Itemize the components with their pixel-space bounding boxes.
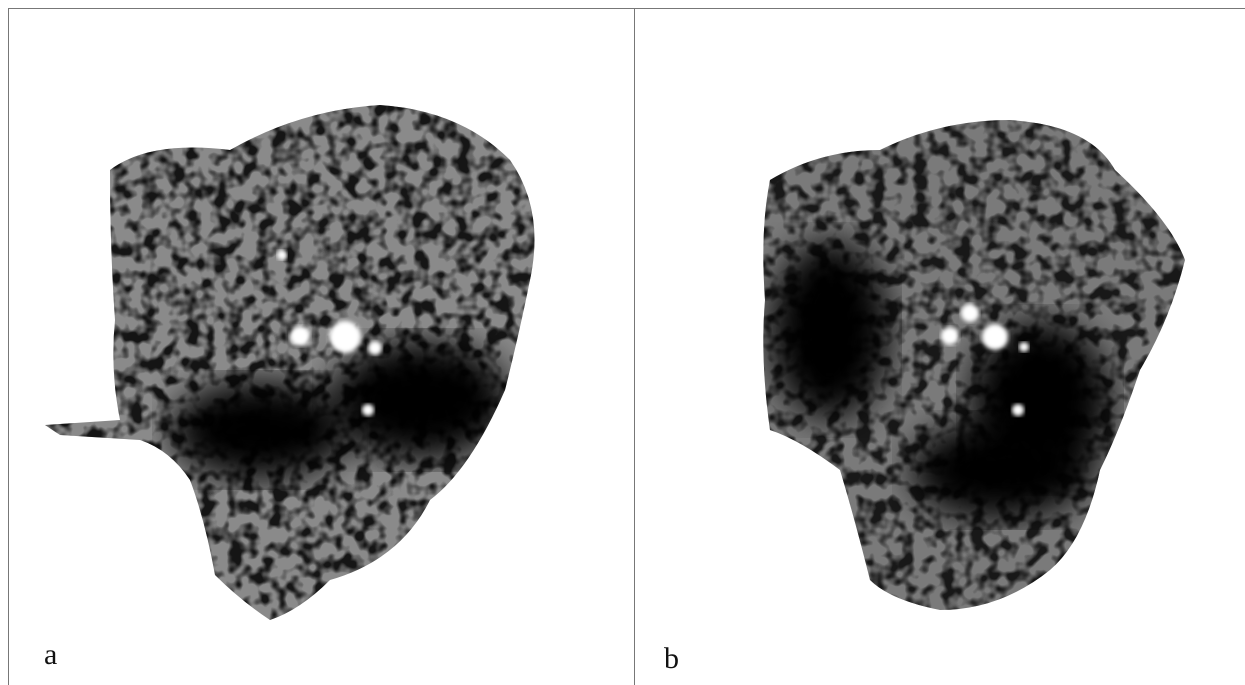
panel-label: a [44, 638, 57, 671]
bright-spot [941, 327, 959, 345]
map-b [763, 120, 1185, 610]
bright-spot [290, 326, 310, 346]
bright-spot [1019, 342, 1029, 352]
bright-spot [362, 404, 374, 416]
map-texture [45, 105, 535, 620]
map-a [45, 105, 535, 620]
bright-spot [277, 250, 287, 260]
bright-spot [961, 304, 979, 322]
panel-label: b [664, 642, 679, 675]
frame [8, 8, 1245, 685]
bright-spot [368, 341, 382, 355]
bright-spot [1012, 404, 1024, 416]
bright-spot [329, 321, 361, 353]
bright-spot [982, 324, 1008, 350]
map-texture [763, 120, 1185, 610]
